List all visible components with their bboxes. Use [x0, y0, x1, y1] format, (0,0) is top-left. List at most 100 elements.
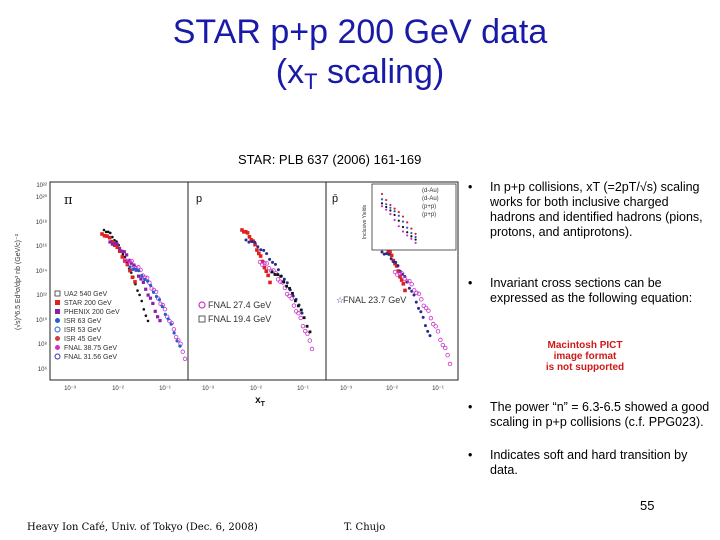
inset-data-point: [414, 232, 417, 235]
data-point: [271, 268, 276, 273]
data-point: [120, 249, 124, 253]
data-point: [428, 334, 432, 338]
data-point: [264, 261, 269, 266]
inset-data-point: [410, 231, 413, 235]
data-point: [447, 361, 453, 367]
legend-entry: UA2 540 GeV: [64, 291, 108, 298]
inset-data-point: [414, 235, 417, 239]
data-point: [399, 271, 405, 276]
star-icon: ☆: [336, 296, 344, 306]
data-point: [300, 323, 306, 329]
data-point: [151, 290, 156, 294]
data-point: [172, 331, 176, 335]
inset-data-point: [397, 219, 400, 222]
data-point: [111, 235, 114, 239]
data-point: [275, 277, 281, 282]
data-point: [409, 281, 414, 287]
data-point: [154, 294, 159, 299]
legend-marker: [55, 345, 60, 350]
data-point: [443, 345, 448, 351]
data-point: [257, 251, 261, 256]
inset-frame: [371, 183, 457, 251]
legend-entry: ISR 45 GeV: [64, 336, 102, 343]
data-point: [256, 245, 260, 249]
data-point: [403, 288, 407, 293]
data-point: [144, 287, 148, 291]
legend-marker: [54, 290, 61, 297]
data-point: [266, 265, 272, 271]
inset-data-point: [406, 226, 409, 229]
data-point: [255, 248, 259, 252]
data-point: [151, 301, 155, 306]
data-point: [419, 310, 423, 314]
x-axis-label-main: x: [255, 395, 261, 406]
data-point: [396, 264, 400, 268]
data-point: [273, 262, 277, 266]
data-point: [122, 257, 128, 263]
y-tick-label: 10⁶: [38, 366, 48, 373]
data-point: [387, 252, 391, 256]
data-point: [253, 242, 257, 247]
data-point: [133, 280, 137, 284]
data-point: [144, 314, 148, 318]
data-point: [173, 334, 179, 340]
legend-entry: FNAL 19.4 GeV: [208, 314, 271, 324]
data-point: [423, 305, 429, 311]
data-point: [433, 324, 438, 329]
data-point: [288, 286, 291, 290]
inset-data-point: [397, 225, 400, 228]
data-point: [117, 246, 122, 250]
inset-data-point: [380, 205, 384, 208]
data-point: [123, 259, 127, 263]
data-point: [139, 277, 143, 281]
page-number: 55: [640, 498, 655, 513]
data-point: [391, 260, 395, 264]
legend-marker: [55, 336, 60, 341]
legend-entry: ISR 53 GeV: [64, 327, 102, 334]
legend-left: UA2 540 GeV STAR 200 GeV PHENIX 200 GeV …: [54, 290, 120, 361]
inset-data-point: [380, 202, 384, 205]
data-point: [407, 278, 412, 284]
data-point: [146, 293, 150, 297]
footer-event: Heavy Ion Café, Univ. of Tokyo (Dec. 6, …: [27, 522, 258, 533]
legend-entry: FNAL 23.7 GeV: [343, 295, 406, 305]
title-line-2-sub: T: [304, 69, 318, 94]
bullet-dot: •: [468, 400, 473, 414]
data-point: [299, 308, 303, 312]
data-point: [138, 293, 141, 297]
legend-marker: [55, 309, 60, 314]
data-point: [240, 228, 244, 232]
x-tick-label: 10⁻²: [112, 386, 124, 392]
inset-data-point: [406, 221, 409, 224]
bullet-text: Indicates soft and hard transition by da…: [490, 448, 688, 477]
data-point: [309, 346, 315, 352]
legend-entry: FNAL 38.75 GeV: [64, 345, 117, 352]
inset-data-point: [389, 213, 392, 216]
data-point: [153, 309, 157, 313]
data-point: [262, 265, 267, 270]
xt-scaling-figure: 10²² 10²⁰ 10¹⁸ 10¹⁶ 10¹⁴ 10¹² 10¹⁰ 10⁸ 1…: [10, 172, 460, 412]
data-point: [110, 242, 114, 246]
data-point: [300, 311, 304, 315]
data-point: [249, 238, 254, 242]
data-point: [115, 242, 119, 246]
data-point: [180, 349, 185, 354]
data-point: [404, 279, 410, 284]
data-point: [407, 286, 411, 290]
inset-data-point: [397, 214, 400, 217]
data-point: [273, 273, 277, 276]
inset-data-point: [385, 208, 388, 211]
legend-marker: [54, 353, 61, 360]
inset-data-point: [393, 210, 396, 213]
data-point: [136, 289, 139, 292]
inset-data-point: [410, 235, 413, 238]
y-tick-label: 10¹²: [36, 293, 47, 299]
inset-data-point: [397, 210, 400, 214]
title-line-2-post: scaling): [317, 53, 445, 91]
figure-svg: 10²² 10²⁰ 10¹⁸ 10¹⁶ 10¹⁴ 10¹² 10¹⁰ 10⁸ 1…: [10, 172, 460, 412]
data-point: [302, 316, 306, 320]
data-point: [171, 327, 177, 332]
data-point: [435, 329, 441, 334]
legend-marker: [198, 301, 206, 309]
inset-data-point: [393, 207, 396, 210]
